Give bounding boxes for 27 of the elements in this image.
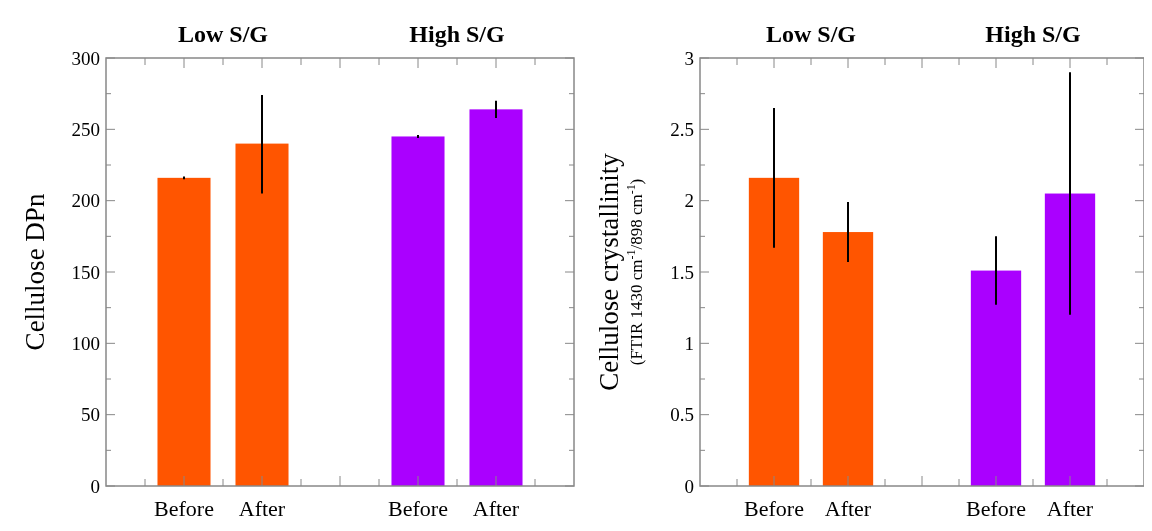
x-tick-label: After: [1046, 496, 1094, 521]
y-tick-label: 1.5: [670, 261, 694, 283]
text: High S/G: [409, 21, 506, 47]
y-tick-label: 0: [90, 475, 100, 497]
y-tick-label: 3: [684, 47, 694, 69]
x-tick-label: After: [238, 496, 286, 521]
x-tick-label: Before: [966, 496, 1026, 521]
text: Low S/G: [177, 21, 269, 47]
text: High S/G: [985, 21, 1082, 47]
x-tick-label: After: [824, 496, 872, 521]
y-axis-title: Cellulose DPn: [20, 193, 50, 351]
y-tick-label: 100: [71, 332, 100, 354]
y-tick-label: 250: [71, 118, 100, 140]
y-tick-label: 2.5: [670, 118, 694, 140]
x-tick-label: After: [472, 496, 520, 521]
y-tick-label: 0.5: [670, 404, 694, 426]
y-tick-label: 1: [684, 332, 694, 354]
y-tick-label: 300: [71, 47, 100, 69]
y-tick-label: 50: [81, 404, 100, 426]
y-tick-label: 200: [71, 190, 100, 212]
x-tick-label: Before: [388, 496, 448, 521]
y-tick-label: 150: [71, 261, 100, 283]
y-tick-label: 2: [684, 190, 694, 212]
x-tick-label: Before: [154, 496, 214, 521]
text: Low S/G: [765, 21, 857, 47]
y-tick-label: 0: [684, 475, 694, 497]
x-tick-label: Before: [744, 496, 804, 521]
